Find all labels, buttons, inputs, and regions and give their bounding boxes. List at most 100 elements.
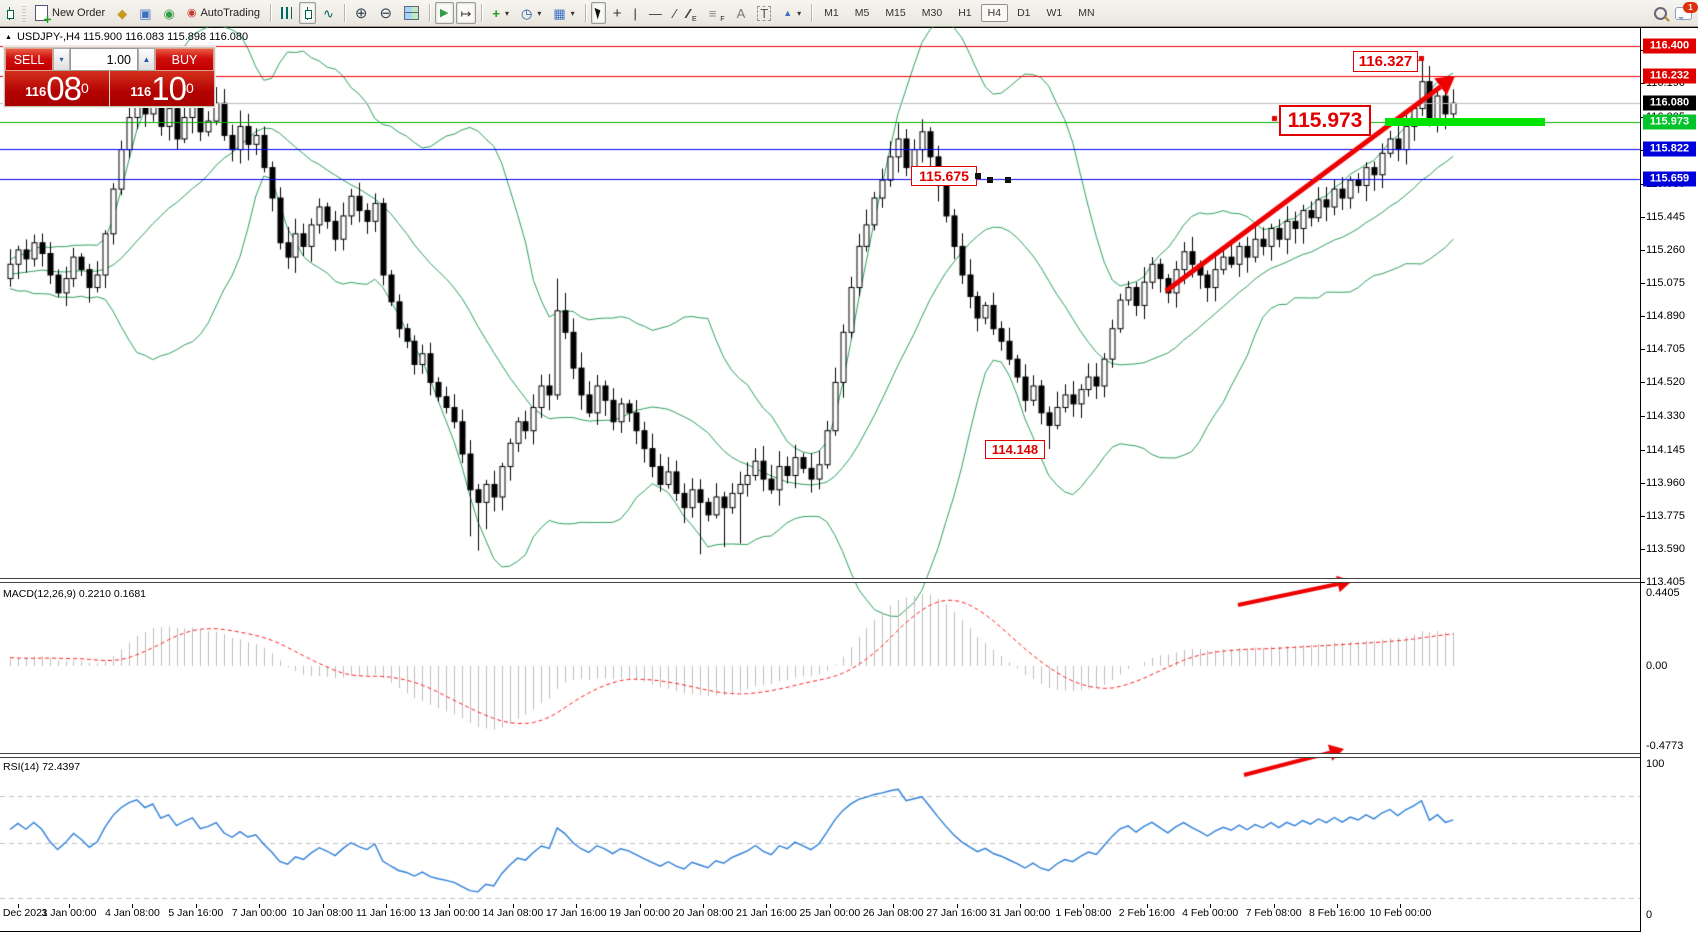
zoom-in-icon: ⊕ (354, 4, 368, 22)
main-toolbar: New Order ◆ ▣ ◉ ◉ AutoTrading ∿ ⊕ ⊖ ▶ ↦ … (0, 0, 1698, 27)
buy-price-sup: 0 (185, 80, 194, 96)
line-chart-icon: ∿ (322, 5, 334, 21)
clock-icon: ◷ (521, 5, 533, 21)
profile-button[interactable]: ◆ (112, 2, 132, 24)
time-scale[interactable] (0, 932, 1698, 944)
bar-chart-button[interactable] (276, 2, 297, 24)
candlestick-icon (304, 6, 312, 20)
toolbar-separator (481, 4, 483, 22)
shapes-button[interactable]: ▲ ▾ (778, 2, 806, 24)
channel-button[interactable]: ∕∕E (683, 2, 702, 24)
rsi-pane[interactable] (0, 756, 1640, 931)
buy-price-big: 10 (151, 70, 187, 107)
autotrading-button[interactable]: ◉ AutoTrading (182, 2, 265, 24)
timeframe-button-h4[interactable]: H4 (980, 4, 1009, 22)
horizontal-line-icon: — (648, 5, 662, 21)
timeframe-group: M1 M5 M15 M30 H1 H4 D1 W1 MN (816, 4, 1102, 22)
time-axis-line (0, 931, 1641, 932)
market-watch-button[interactable]: ▣ (134, 2, 156, 24)
text-label-button[interactable]: T (752, 2, 776, 24)
notification-badge: 1 (1683, 1, 1698, 13)
macd-pane[interactable] (0, 581, 1640, 753)
cursor-button[interactable] (590, 2, 606, 24)
timeframe-button-d1[interactable]: D1 (1017, 7, 1031, 19)
fibonacci-sub-label: F (720, 16, 725, 23)
toolbar-separator (269, 4, 271, 22)
support-highlight-bar[interactable] (1385, 118, 1545, 126)
tile-windows-icon (404, 6, 420, 20)
price-annotation[interactable]: 114.148 (985, 440, 1045, 459)
crosshair-icon: + (612, 4, 622, 22)
price-annotation[interactable]: 115.973 (1279, 105, 1371, 136)
market-watch-icon: ▣ (139, 5, 152, 21)
timeframe-button-mn[interactable]: MN (1078, 7, 1095, 19)
macd-pane-separator[interactable] (0, 578, 1640, 583)
trendline-icon: ∕ (673, 5, 677, 21)
sell-price-sup: 0 (80, 80, 89, 96)
volume-up-button[interactable]: ▲ (138, 48, 155, 71)
line-chart-button[interactable]: ∿ (318, 2, 339, 24)
rsi-pane-separator[interactable] (0, 753, 1640, 758)
toolbar-grip (22, 4, 26, 22)
toolbar-separator (429, 4, 431, 22)
main-price-pane[interactable] (0, 28, 1640, 578)
bar-chart-icon (280, 7, 292, 19)
signal-icon: ◉ (163, 5, 175, 21)
chevron-down-icon: ▾ (797, 8, 802, 18)
tile-windows-button[interactable] (399, 2, 424, 24)
horizontal-line-button[interactable]: — (644, 2, 667, 24)
signal-button[interactable]: ◉ (158, 2, 179, 24)
cursor-icon (594, 6, 603, 20)
autoscroll-button[interactable]: ▶ (435, 2, 454, 24)
zoom-out-button[interactable]: ⊖ (374, 2, 397, 24)
volume-down-button[interactable]: ▾ (53, 48, 70, 71)
timeframe-button-m30[interactable]: M30 (921, 7, 943, 19)
buy-price-small: 116 (130, 84, 152, 99)
new-order-button[interactable]: New Order (30, 2, 110, 24)
price-axis-line (1640, 28, 1641, 931)
periods-button[interactable]: ◷ ▾ (516, 2, 546, 24)
candlestick-chart-button[interactable] (298, 2, 316, 24)
ohlc-expand-icon[interactable]: ▲ (5, 33, 12, 41)
symbol-ohlc-line: ▲ USDJPY-,H4 115.900 116.083 115.898 116… (5, 31, 248, 43)
zoom-in-button[interactable]: ⊕ (350, 2, 373, 24)
volume-input[interactable]: 1.00 (70, 48, 138, 71)
sell-button[interactable]: SELL (5, 48, 53, 71)
text-icon: A (736, 5, 746, 21)
selection-handle[interactable] (987, 177, 993, 183)
channel-sub-label: E (692, 16, 697, 23)
timeframe-button-m5[interactable]: M5 (854, 7, 870, 19)
search-icon[interactable] (1654, 6, 1667, 20)
buy-price-display[interactable]: 116 10 0 (109, 71, 214, 106)
sell-price-big: 08 (46, 70, 82, 107)
sell-price-display[interactable]: 116 08 0 (5, 71, 109, 106)
price-annotation[interactable]: 115.675 (911, 166, 977, 186)
buy-button[interactable]: BUY (155, 48, 214, 71)
macd-indicator-label: MACD(12,26,9) 0.2210 0.1681 (3, 588, 147, 600)
vertical-line-button[interactable]: | (628, 2, 641, 24)
selection-handle[interactable] (1005, 177, 1011, 183)
fibonacci-button[interactable]: ≡ F (704, 2, 730, 24)
selection-handle[interactable] (975, 173, 981, 179)
trendline-button[interactable]: ∕ (669, 2, 681, 24)
crosshair-button[interactable]: + (608, 2, 627, 24)
rsi-indicator-label: RSI(14) 72.4397 (3, 761, 81, 773)
price-scale[interactable] (1641, 28, 1698, 931)
new-order-icon (35, 5, 48, 21)
chart-shift-button[interactable]: ↦ (455, 2, 477, 24)
chat-icon[interactable]: 1 (1675, 1, 1698, 20)
indicators-button[interactable]: + ▾ (487, 2, 514, 24)
autoscroll-icon: ▶ (440, 6, 449, 19)
price-annotation[interactable]: 116.327 (1353, 51, 1418, 72)
text-button[interactable]: A (732, 2, 751, 24)
timeframe-button-m1[interactable]: M1 (824, 7, 839, 19)
toolbar-separator (343, 4, 345, 22)
timeframe-button-w1[interactable]: W1 (1046, 7, 1063, 19)
templates-button[interactable]: ▦ ▾ (548, 2, 579, 24)
new-order-label: New Order (52, 7, 106, 19)
timeframe-button-h1[interactable]: H1 (958, 7, 972, 19)
timeframe-button-m15[interactable]: M15 (885, 7, 906, 19)
